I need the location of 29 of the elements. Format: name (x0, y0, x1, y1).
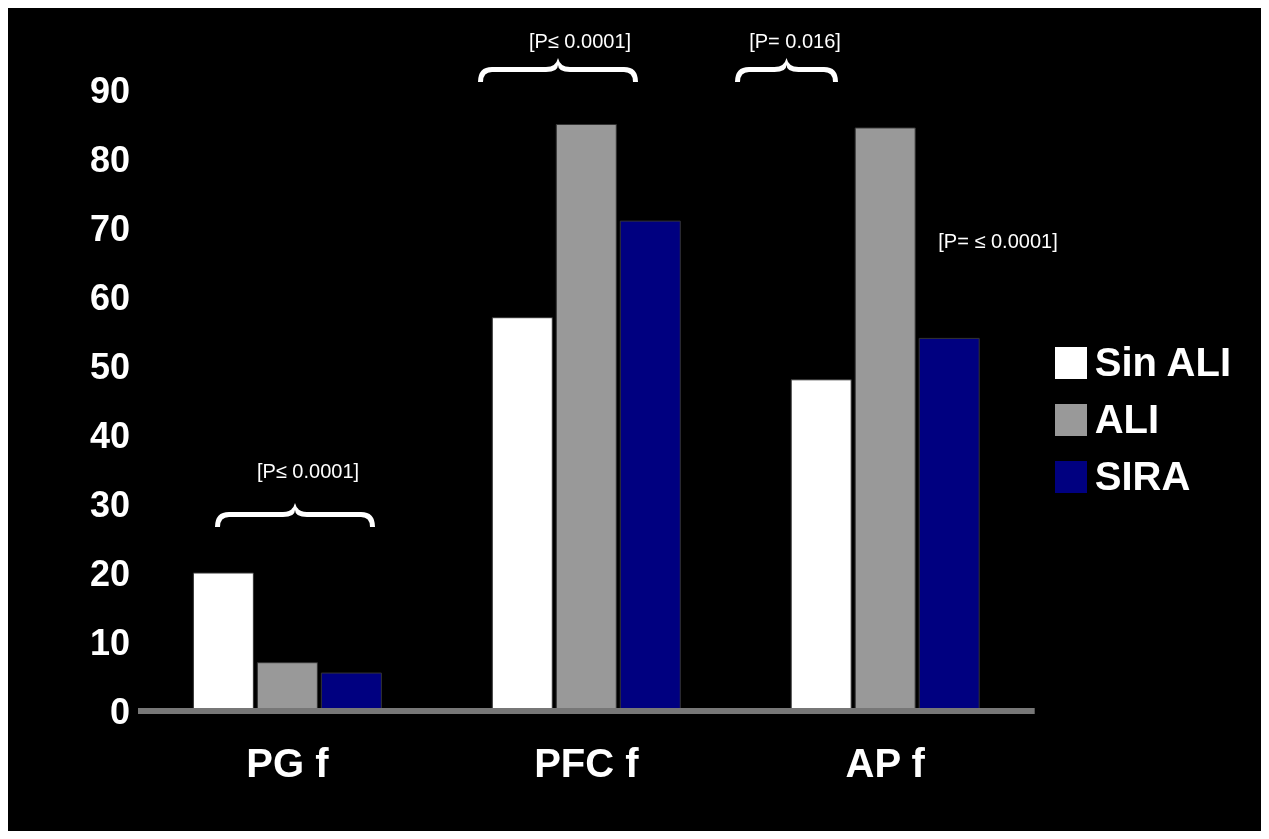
x-tick-label: PFC f (534, 741, 640, 786)
bar (320, 672, 382, 711)
bar (854, 127, 916, 711)
bar (491, 317, 553, 711)
y-tick-label: 50 (89, 345, 130, 387)
legend-label: Sin ALI (1094, 340, 1231, 385)
text: [P≤ 0.0001] (528, 30, 632, 53)
legend-label: ALI (1094, 397, 1160, 442)
y-tick-label: 20 (89, 552, 130, 594)
y-tick-label: 80 (89, 138, 130, 180)
y-tick-label: 30 (89, 483, 130, 525)
y-tick-label: 70 (89, 207, 130, 249)
bar (192, 572, 254, 711)
annotation: [P= ≤ 0.0001] (938, 230, 1058, 253)
bar (555, 124, 617, 711)
y-tick-label: 90 (89, 69, 130, 111)
x-tick-label: AP f (845, 741, 926, 786)
y-tick-label: 10 (89, 621, 130, 663)
y-tick-label: 60 (89, 276, 130, 318)
x-tick-label: PG f (246, 741, 330, 786)
y-tick-label: 0 (109, 690, 130, 732)
text: [P= 0.016] (749, 30, 841, 53)
bar (918, 337, 980, 711)
bar (619, 220, 681, 711)
legend-label: SIRA (1094, 454, 1191, 499)
y-tick-label: 40 (89, 414, 130, 456)
bar (256, 662, 318, 711)
bar (790, 379, 852, 711)
annotation: [P≤ 0.0001] (256, 460, 360, 483)
